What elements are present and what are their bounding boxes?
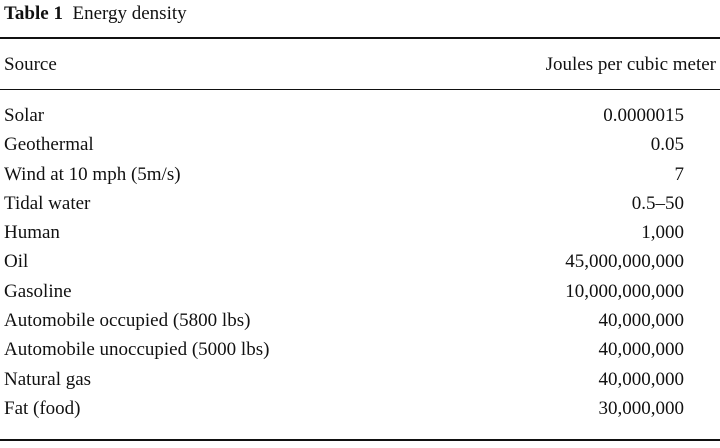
column-header-joules: Joules per cubic meter — [545, 54, 716, 75]
table-row: Natural gas 40,000,000 — [0, 365, 720, 394]
cell-joules: 1,000 — [641, 222, 684, 244]
table-row: Fat (food) 30,000,000 — [0, 394, 720, 423]
cell-source: Automobile occupied (5800 lbs) — [4, 310, 251, 332]
cell-source: Tidal water — [4, 192, 91, 214]
table-row: Wind at 10 mph (5m/s) 7 — [0, 160, 720, 189]
table-bottom-rule — [0, 439, 720, 441]
cell-source: Gasoline — [4, 280, 72, 302]
table-row: Solar 0.0000015 — [0, 101, 720, 130]
table-row: Gasoline 10,000,000,000 — [0, 277, 720, 306]
table-row: Automobile unoccupied (5000 lbs) 40,000,… — [0, 335, 720, 364]
cell-source: Fat (food) — [4, 397, 81, 419]
cell-joules: 0.05 — [650, 134, 684, 156]
cell-joules: 7 — [674, 163, 685, 185]
cell-joules: 0.0000015 — [603, 105, 684, 126]
table-top-rule — [0, 37, 720, 39]
table-header-row: Source Joules per cubic meter — [0, 52, 720, 78]
table-caption-title: Energy density — [72, 3, 187, 24]
cell-source: Natural gas — [4, 368, 92, 390]
table-row: Oil 45,000,000,000 — [0, 247, 720, 276]
cell-source: Solar — [4, 105, 45, 126]
table-header-rule — [0, 89, 720, 90]
cell-joules: 40,000,000 — [598, 339, 685, 361]
cell-joules: 0.5–50 — [631, 192, 684, 214]
table-row: Human 1,000 — [0, 218, 720, 247]
cell-joules: 10,000,000,000 — [565, 280, 684, 302]
table-caption-label: Table 1 — [4, 3, 63, 24]
cell-joules: 40,000,000 — [598, 368, 685, 390]
cell-source: Oil — [4, 251, 29, 273]
table-row: Geothermal 0.05 — [0, 130, 720, 159]
column-header-source: Source — [4, 54, 57, 75]
table-row: Automobile occupied (5800 lbs) 40,000,00… — [0, 306, 720, 335]
cell-source: Wind at 10 mph (5m/s) — [4, 163, 181, 185]
table-body: Solar 0.0000015 Geothermal 0.05 Wind at … — [0, 101, 720, 423]
table-caption: Table 1 Energy density — [4, 2, 187, 26]
cell-joules: 30,000,000 — [598, 397, 685, 419]
cell-source: Human — [4, 222, 60, 244]
cell-source: Geothermal — [4, 134, 94, 156]
cell-source: Automobile unoccupied (5000 lbs) — [4, 339, 270, 361]
cell-joules: 40,000,000 — [598, 310, 685, 332]
table-row: Tidal water 0.5–50 — [0, 189, 720, 218]
cell-joules: 45,000,000,000 — [565, 251, 684, 273]
